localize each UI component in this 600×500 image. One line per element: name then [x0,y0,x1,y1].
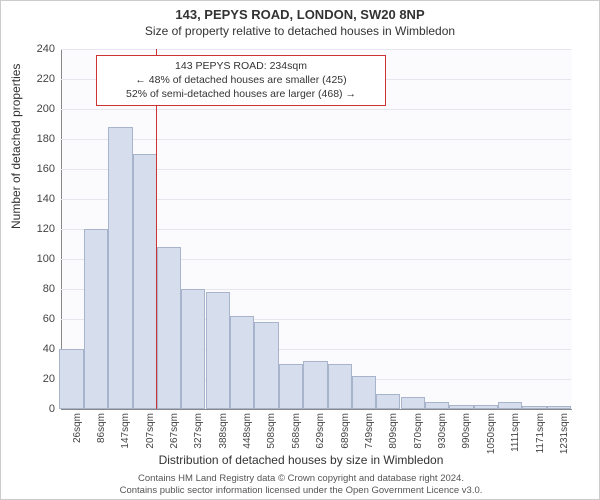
y-tick-label: 160 [25,163,55,175]
annotation-line-2: ← 48% of detached houses are smaller (42… [103,73,379,87]
x-tick-label: 1050sqm [486,413,497,454]
bar [401,397,425,409]
bar [474,405,498,410]
x-tick-label: 629sqm [315,413,326,449]
bar [328,364,352,409]
x-tick-label: 809sqm [388,413,399,449]
annotation-line-1: 143 PEPYS ROAD: 234sqm [103,59,379,73]
bar [206,292,230,409]
bar [133,154,157,409]
y-tick-label: 0 [25,403,55,415]
x-tick-label: 267sqm [169,413,180,449]
bar [84,229,108,409]
x-tick-label: 207sqm [145,413,156,449]
bar [254,322,278,409]
bar [59,349,83,409]
chart-subtitle: Size of property relative to detached ho… [1,22,599,38]
x-tick-label: 147sqm [120,413,131,449]
x-tick-label: 26sqm [72,413,83,443]
y-tick-label: 200 [25,103,55,115]
y-tick-label: 180 [25,133,55,145]
bar [108,127,132,409]
bar [157,247,181,409]
chart-container: 143, PEPYS ROAD, LONDON, SW20 8NP Size o… [0,0,600,500]
bar [181,289,205,409]
footer-line-1: Contains HM Land Registry data © Crown c… [1,473,600,485]
x-tick-label: 388sqm [218,413,229,449]
annotation-line-3: 52% of semi-detached houses are larger (… [103,87,379,101]
x-tick-label: 990sqm [461,413,472,449]
footer: Contains HM Land Registry data © Crown c… [1,473,600,497]
x-tick-label: 749sqm [364,413,375,449]
y-tick-label: 140 [25,193,55,205]
y-tick-label: 80 [25,283,55,295]
x-tick-label: 1231sqm [559,413,570,454]
x-axis-label: Distribution of detached houses by size … [1,453,600,467]
y-tick-label: 100 [25,253,55,265]
bar [425,402,449,410]
chart-title: 143, PEPYS ROAD, LONDON, SW20 8NP [1,1,599,22]
bar [522,406,546,409]
bar [230,316,254,409]
y-tick-label: 220 [25,73,55,85]
x-tick-label: 448sqm [242,413,253,449]
footer-line-2: Contains public sector information licen… [1,485,600,497]
x-tick-label: 327sqm [193,413,204,449]
x-tick-label: 86sqm [96,413,107,443]
x-tick-label: 930sqm [437,413,448,449]
x-tick-label: 1171sqm [535,413,546,453]
y-axis-label: Number of detached properties [9,64,23,229]
bar [303,361,327,409]
bar [352,376,376,409]
x-tick-label: 870sqm [413,413,424,449]
bar [547,406,571,409]
y-tick-label: 20 [25,373,55,385]
x-tick-label: 508sqm [266,413,277,449]
annotation-box: 143 PEPYS ROAD: 234sqm ← 48% of detached… [96,55,386,106]
y-tick-label: 40 [25,343,55,355]
bar [498,402,522,410]
plot-area: 143 PEPYS ROAD: 234sqm ← 48% of detached… [61,49,571,409]
bar [376,394,400,409]
x-tick-label: 1111sqm [510,413,521,452]
y-tick-label: 60 [25,313,55,325]
x-tick-label: 568sqm [291,413,302,449]
y-tick-label: 120 [25,223,55,235]
x-tick-label: 689sqm [340,413,351,449]
bar [449,405,473,410]
bar [279,364,303,409]
y-tick-label: 240 [25,43,55,55]
